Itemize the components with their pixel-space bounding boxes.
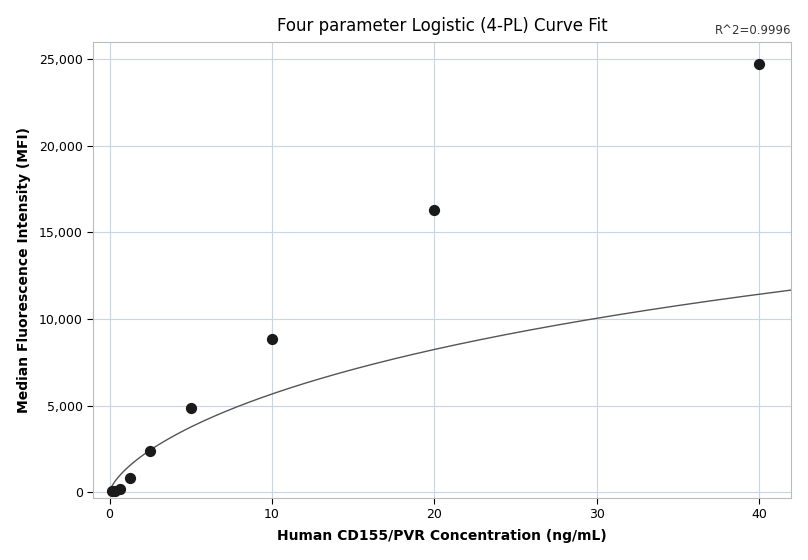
Point: [106, 487, 119, 496]
Point: [265, 334, 278, 343]
Y-axis label: Median Fluorescence Intensity (MFI): Median Fluorescence Intensity (MFI): [17, 127, 31, 413]
Text: R^2=0.9996: R^2=0.9996: [715, 24, 791, 37]
Point: [108, 486, 121, 495]
Point: [752, 60, 765, 69]
X-axis label: Human CD155/PVR Concentration (ng/mL): Human CD155/PVR Concentration (ng/mL): [277, 529, 607, 543]
Point: [184, 404, 197, 413]
Point: [427, 206, 440, 214]
Point: [113, 485, 126, 494]
Point: [144, 446, 157, 455]
Point: [124, 473, 137, 482]
Title: Four parameter Logistic (4-PL) Curve Fit: Four parameter Logistic (4-PL) Curve Fit: [277, 17, 608, 35]
